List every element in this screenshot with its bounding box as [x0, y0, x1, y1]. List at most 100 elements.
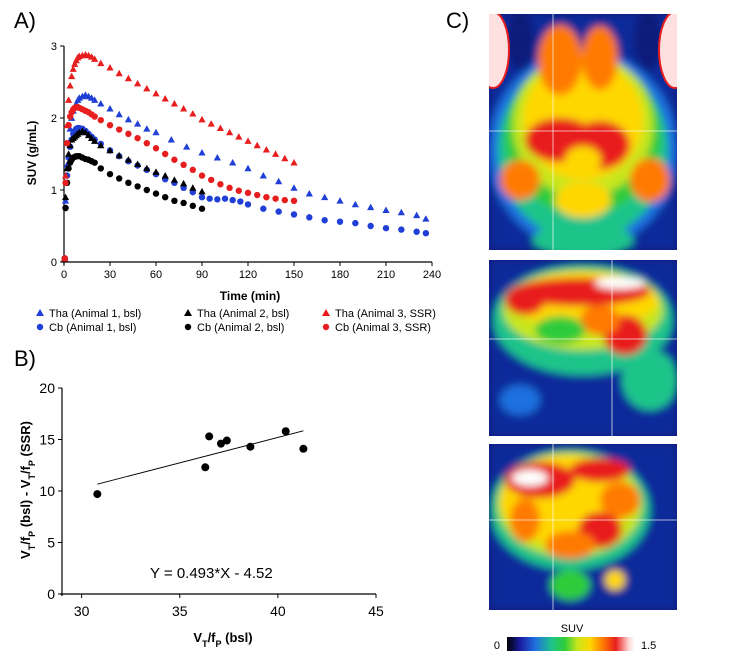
legend-marker [36, 309, 44, 316]
panel-a-point [290, 184, 298, 191]
panel-a-point [152, 168, 160, 175]
panel-a-point [124, 115, 132, 123]
panel-a-point [254, 191, 261, 199]
panel-a-point [65, 96, 73, 103]
panel-a-point [290, 159, 298, 166]
panel-a-point [235, 187, 242, 194]
panel-a-x-tick-label: 90 [196, 269, 208, 281]
panel-a-point [189, 202, 196, 210]
panel-b-y-tick-label: 20 [39, 380, 55, 396]
panel-a-point [198, 194, 206, 201]
panel-a-point [235, 133, 243, 140]
panel-a-point [382, 224, 390, 232]
panel-a-point [189, 110, 197, 117]
panel-b-x-tick-label: 40 [270, 603, 286, 619]
panel-b-x-tick-label: 45 [368, 603, 384, 619]
panel-a-point [115, 151, 123, 159]
panel-a-point [134, 183, 141, 190]
panel-a-point [262, 146, 270, 153]
panel-a-y-axis-title: SUV (g/mL) [25, 121, 39, 186]
panel-b-x-axis-title: VT/fP (bsl) [193, 630, 252, 649]
colorbar-min-label: 0 [494, 640, 500, 652]
panel-a-point [183, 143, 191, 150]
panel-a-point [152, 89, 160, 97]
panel-a-point [91, 96, 99, 103]
colorbar-label: SUV [561, 623, 584, 635]
panel-b-point [281, 427, 290, 436]
panel-a-legend: Tha (Animal 1, bsl) Tha (Animal 2, bsl) Th… [36, 308, 436, 334]
panel-a-point [198, 172, 206, 179]
panel-a-point [272, 150, 280, 157]
legend-marker [36, 323, 44, 331]
panel-a-y-tick-label: 3 [51, 41, 57, 53]
panel-a-point [61, 193, 70, 201]
panel-a-point [116, 126, 123, 133]
panel-a-point [143, 140, 150, 147]
panel-a-marks [61, 51, 430, 262]
legend-marker [322, 309, 330, 316]
panel-a-point [189, 184, 197, 191]
panel-a-point [134, 79, 142, 87]
panel-a-point [106, 64, 114, 71]
panel-a-point [106, 122, 114, 129]
panel-a-point [161, 172, 169, 179]
panel-a-point [65, 150, 73, 157]
panel-b-point [222, 436, 231, 445]
panel-b-y-tick-label: 0 [47, 586, 55, 602]
panel-a-point [63, 140, 71, 147]
panel-b-y-tick-label: 10 [39, 483, 55, 499]
panel-a-point [229, 159, 237, 166]
panel-a-point [162, 150, 169, 158]
pet-image-axial [489, 444, 677, 610]
panel-a-point [134, 160, 142, 167]
panel-a-point [134, 120, 142, 127]
panel-a-point [253, 141, 261, 149]
panel-a-point [413, 228, 420, 235]
panel-b-point [201, 463, 210, 472]
panel-a-point [125, 130, 132, 138]
panel-a-point [106, 146, 114, 154]
panel-a-point [61, 172, 70, 179]
panel-b-point [93, 490, 102, 499]
panel-a-point [244, 164, 252, 172]
panel-a-point [124, 74, 132, 82]
panel-a-point [170, 176, 178, 183]
panel-a-point [97, 141, 105, 149]
panel-a-point [214, 196, 221, 203]
panel-b-point [205, 432, 214, 441]
panel-a-x-tick-label: 210 [377, 269, 395, 281]
panel-a-point [62, 204, 69, 212]
panel-a-label: A) [14, 8, 36, 33]
legend-marker [322, 323, 330, 331]
panel-a-point [84, 131, 93, 139]
legend-label: Cb (Animal 1, bsl) [49, 322, 136, 334]
panel-b-x-tick-label: 35 [172, 603, 188, 619]
panel-c-label: C) [446, 8, 469, 33]
panel-a-point [143, 125, 151, 132]
pet-image-coronal [489, 14, 677, 250]
pet-image-sagittal [489, 260, 677, 436]
panel-b-point [216, 439, 225, 448]
panel-a-point [68, 72, 76, 80]
panel-a-point [91, 159, 98, 166]
panel-b-axes: 30 35 40 45 0 5 10 15 20 [39, 380, 384, 619]
panel-a-point [69, 65, 77, 72]
panel-b-marks [93, 427, 308, 499]
panel-a-x-tick-label: 150 [285, 269, 303, 281]
panel-a-point [352, 219, 359, 227]
panel-a-point [66, 141, 74, 149]
panel-a-point [162, 194, 169, 201]
panel-a-point [290, 197, 298, 204]
panel-a-point [198, 148, 206, 156]
panel-a-chart: 0 30 60 90 120 150 180 210 240 0 1 2 3 Time (min) SU… [25, 41, 441, 334]
panel-a-point [398, 226, 405, 233]
panel-a-point [321, 193, 329, 201]
panel-a-x-tick-label: 120 [239, 269, 257, 281]
panel-a-point [397, 208, 405, 216]
panel-a-point [422, 215, 430, 222]
legend-label: Tha (Animal 3, SSR) [335, 308, 436, 320]
panel-a-point [237, 198, 244, 205]
panel-a-point [244, 189, 252, 197]
panel-a-point [281, 154, 289, 162]
panel-a-point [180, 179, 188, 187]
